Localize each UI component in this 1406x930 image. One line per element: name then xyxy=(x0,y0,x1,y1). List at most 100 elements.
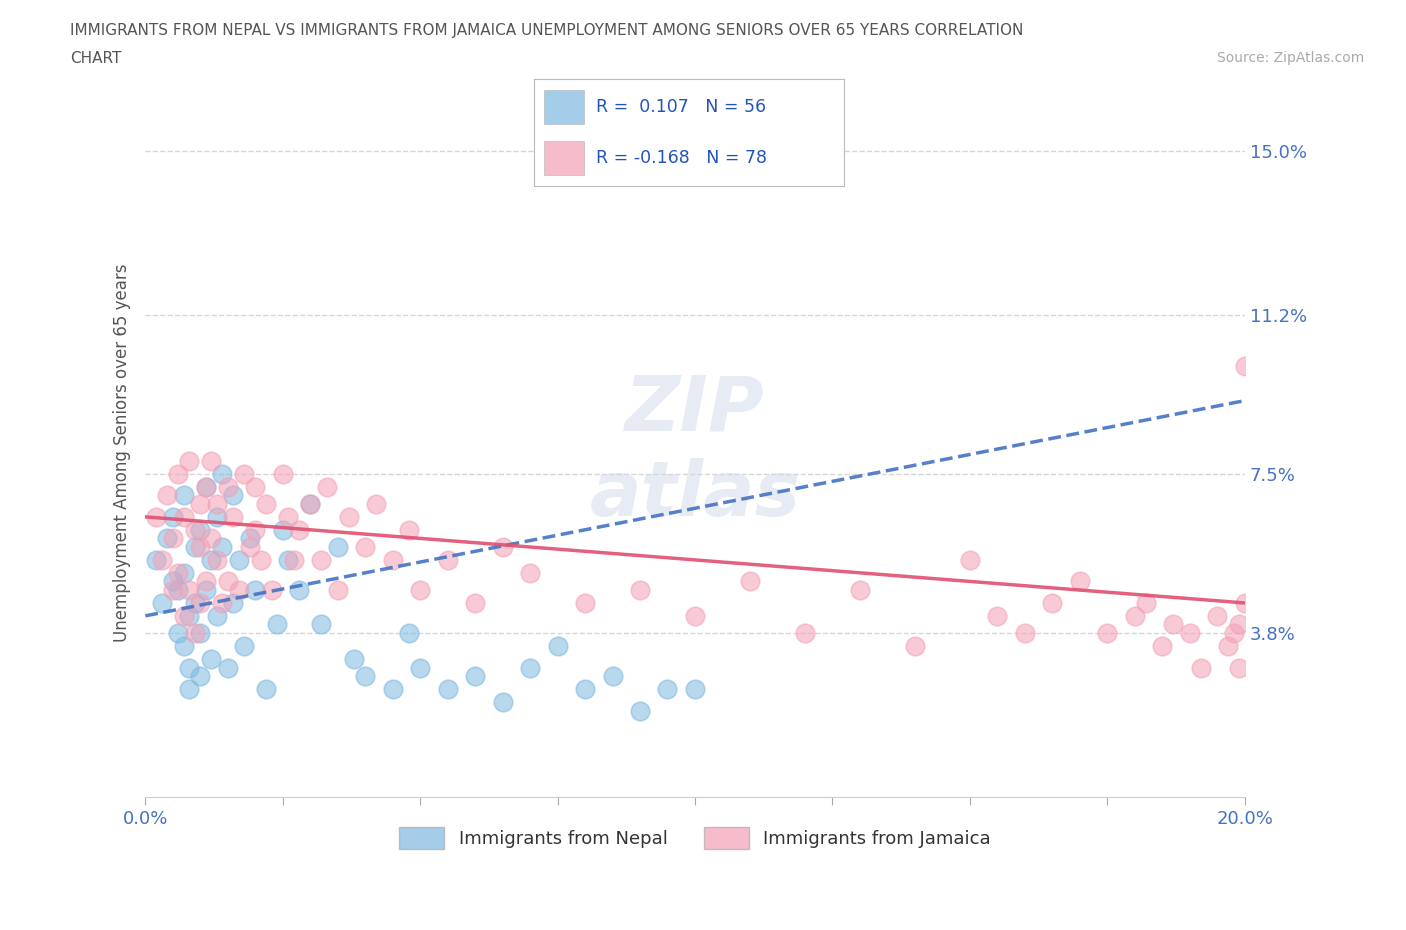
Point xyxy=(1097,626,1119,641)
Point xyxy=(245,479,267,494)
Point xyxy=(173,608,195,623)
Point xyxy=(326,539,349,554)
Point xyxy=(309,552,332,567)
Point xyxy=(1014,626,1036,641)
Point xyxy=(184,539,207,554)
Point xyxy=(491,695,513,710)
Point xyxy=(409,660,432,675)
Legend: Immigrants from Nepal, Immigrants from Jamaica: Immigrants from Nepal, Immigrants from J… xyxy=(392,820,998,857)
Point xyxy=(277,552,299,567)
Point xyxy=(188,595,211,610)
Point xyxy=(233,639,256,654)
Point xyxy=(354,669,377,684)
Point xyxy=(1227,660,1250,675)
Point xyxy=(150,595,173,610)
Point xyxy=(1069,574,1091,589)
Point xyxy=(167,582,190,597)
Point xyxy=(245,582,267,597)
Point xyxy=(200,454,222,469)
Point xyxy=(188,497,211,512)
Point xyxy=(266,617,288,631)
Point xyxy=(986,608,1008,623)
Point xyxy=(167,626,190,641)
Point xyxy=(1233,595,1256,610)
Point xyxy=(254,682,277,697)
Point xyxy=(1135,595,1157,610)
Point xyxy=(683,608,706,623)
Point xyxy=(1161,617,1184,631)
Text: R = -0.168   N = 78: R = -0.168 N = 78 xyxy=(596,149,768,167)
Point xyxy=(167,466,190,481)
Point xyxy=(260,582,283,597)
Point xyxy=(574,682,596,697)
Point xyxy=(657,682,679,697)
Point xyxy=(211,539,233,554)
Point xyxy=(1152,639,1174,654)
Point xyxy=(222,510,245,525)
Point xyxy=(315,479,337,494)
Point xyxy=(188,539,211,554)
Point xyxy=(398,626,420,641)
Point xyxy=(602,669,624,684)
Point xyxy=(228,582,250,597)
Point xyxy=(205,552,228,567)
Point xyxy=(1206,608,1229,623)
Point xyxy=(200,531,222,546)
Point xyxy=(491,539,513,554)
Point xyxy=(211,466,233,481)
Point xyxy=(222,595,245,610)
Point xyxy=(1227,617,1250,631)
Point xyxy=(239,539,262,554)
Point xyxy=(309,617,332,631)
Point xyxy=(194,479,217,494)
Point xyxy=(398,523,420,538)
Point xyxy=(299,497,322,512)
Point xyxy=(519,565,541,580)
Point xyxy=(167,565,190,580)
Point xyxy=(1178,626,1201,641)
Point xyxy=(547,639,569,654)
Point xyxy=(200,552,222,567)
Point xyxy=(277,510,299,525)
Point xyxy=(179,608,201,623)
Point xyxy=(205,608,228,623)
Point xyxy=(179,660,201,675)
Point xyxy=(519,660,541,675)
Point xyxy=(222,488,245,503)
Point xyxy=(179,582,201,597)
Point xyxy=(904,639,927,654)
Point xyxy=(217,574,239,589)
Point xyxy=(343,651,366,666)
Point xyxy=(271,466,294,481)
Point xyxy=(162,510,184,525)
Point xyxy=(184,595,207,610)
Point xyxy=(194,582,217,597)
Point xyxy=(184,523,207,538)
Point xyxy=(354,539,377,554)
Point xyxy=(211,595,233,610)
Text: IMMIGRANTS FROM NEPAL VS IMMIGRANTS FROM JAMAICA UNEMPLOYMENT AMONG SENIORS OVER: IMMIGRANTS FROM NEPAL VS IMMIGRANTS FROM… xyxy=(70,23,1024,38)
Point xyxy=(173,488,195,503)
Bar xyxy=(544,89,583,124)
Point xyxy=(249,552,271,567)
Point xyxy=(205,510,228,525)
Point xyxy=(464,669,486,684)
Point xyxy=(738,574,761,589)
Point xyxy=(188,523,211,538)
Point xyxy=(271,523,294,538)
Y-axis label: Unemployment Among Seniors over 65 years: Unemployment Among Seniors over 65 years xyxy=(114,263,131,642)
Point xyxy=(409,582,432,597)
Bar xyxy=(544,141,583,175)
Point xyxy=(217,660,239,675)
Point xyxy=(959,552,981,567)
Point xyxy=(239,531,262,546)
Point xyxy=(337,510,360,525)
Point xyxy=(162,574,184,589)
Text: ZIP
atlas: ZIP atlas xyxy=(589,373,800,532)
Point xyxy=(217,479,239,494)
Point xyxy=(381,682,404,697)
Point xyxy=(145,510,167,525)
Text: Source: ZipAtlas.com: Source: ZipAtlas.com xyxy=(1216,51,1364,65)
Text: CHART: CHART xyxy=(70,51,122,66)
Point xyxy=(436,682,458,697)
